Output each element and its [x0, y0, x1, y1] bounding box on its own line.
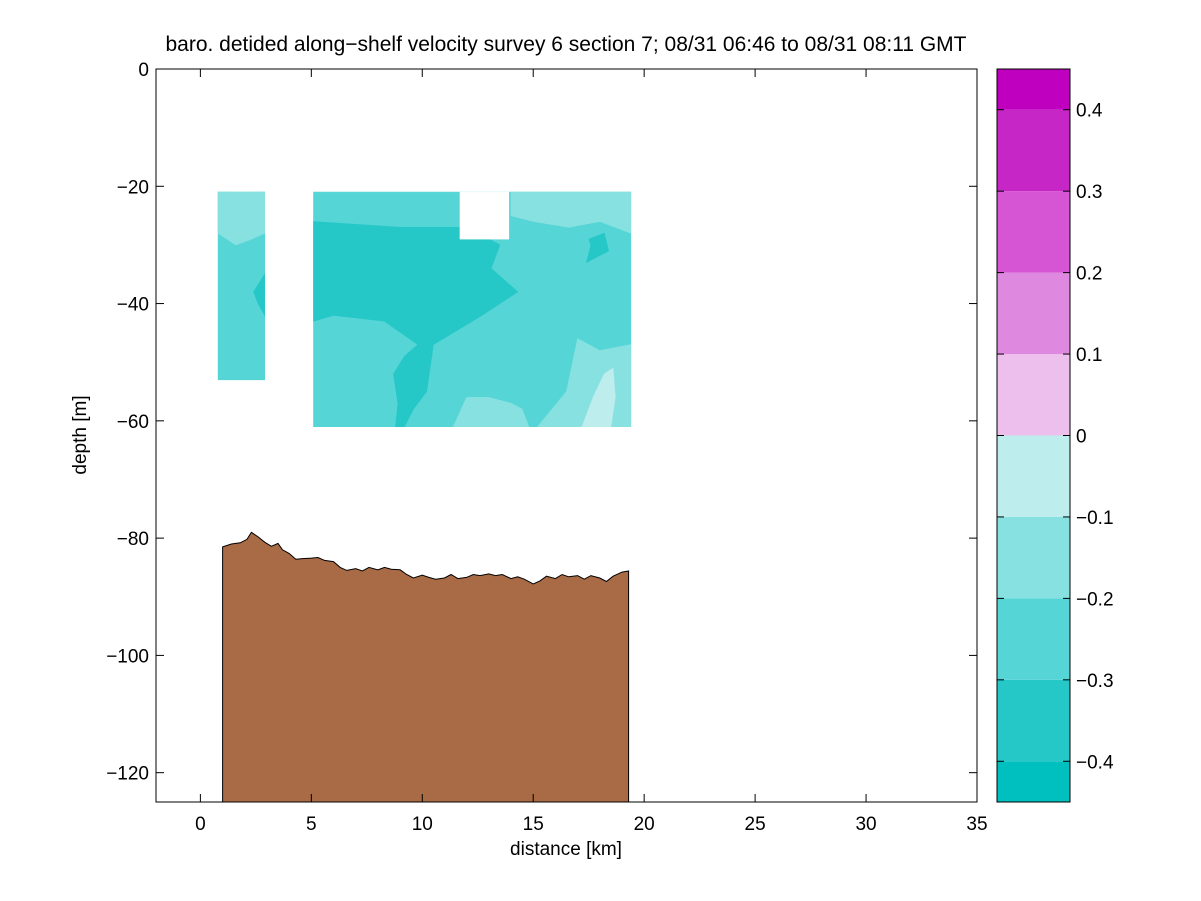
- colorbar-band: [997, 354, 1070, 436]
- colorbar-tick-label: −0.2: [1076, 589, 1114, 610]
- y-tick-label: −40: [117, 295, 149, 316]
- x-tick-label: 25: [745, 814, 766, 835]
- velocity-region-6: [510, 191, 632, 234]
- x-tick-label: 35: [966, 814, 987, 835]
- colorbar-band: [997, 69, 1070, 110]
- y-tick-label: 0: [138, 60, 149, 81]
- colorbar-band: [997, 761, 1070, 802]
- x-tick-label: 20: [634, 814, 655, 835]
- velocity-region-3: [253, 273, 266, 317]
- colorbar-tick-label: −0.1: [1076, 508, 1114, 529]
- colorbar-tick-label: 0.3: [1076, 182, 1102, 203]
- colorbar-tick-label: −0.4: [1076, 752, 1114, 773]
- colorbar-tick-label: 0: [1076, 427, 1087, 448]
- chart-title: baro. detided along−shelf velocity surve…: [165, 33, 966, 56]
- y-tick-label: −100: [106, 646, 149, 667]
- x-axis-label: distance [km]: [510, 839, 622, 860]
- y-tick-label: −80: [117, 529, 149, 550]
- colorbar-band: [997, 435, 1070, 517]
- y-tick-label: −60: [117, 412, 149, 433]
- colorbar-tick-label: 0.2: [1076, 264, 1102, 285]
- velocity-region-2: [217, 191, 266, 246]
- colorbar-band: [997, 109, 1070, 192]
- velocity-region-5: [313, 221, 519, 428]
- colorbar-tick-label: 0.1: [1076, 345, 1102, 366]
- axes-box: [155, 68, 978, 803]
- x-tick-label: 15: [523, 814, 544, 835]
- no-data-gap-0: [459, 191, 510, 240]
- velocity-region-9: [581, 367, 616, 428]
- colorbar-band: [997, 516, 1070, 599]
- y-axis-label: depth [m]: [70, 395, 91, 474]
- x-tick-label: 5: [306, 814, 317, 835]
- velocity-region-7: [452, 397, 530, 428]
- colorbar-band: [997, 191, 1070, 273]
- y-tick-label: −120: [106, 764, 149, 785]
- y-tick-label: −20: [117, 177, 149, 198]
- colorbar: −0.4 −0.3 −0.2 −0.1 0 0.1 0.2 0.3 0.4: [996, 68, 1114, 803]
- colorbar-band: [997, 272, 1070, 355]
- colorbar-band: [997, 679, 1070, 762]
- velocity-region-10: [586, 232, 610, 264]
- colorbar-tick-label: −0.3: [1076, 671, 1114, 692]
- colorbar-band: [997, 598, 1070, 680]
- plot-area: 0 5 10 15 20 25 30 35 0 −20 −40 −60 −80 −100 −120: [106, 60, 987, 835]
- colorbar-tick-label: 0.4: [1076, 101, 1103, 122]
- x-tick-label: 10: [412, 814, 433, 835]
- x-tick-label: 0: [195, 814, 206, 835]
- bathymetry-seafloor: [222, 531, 630, 803]
- x-tick-label: 30: [855, 814, 876, 835]
